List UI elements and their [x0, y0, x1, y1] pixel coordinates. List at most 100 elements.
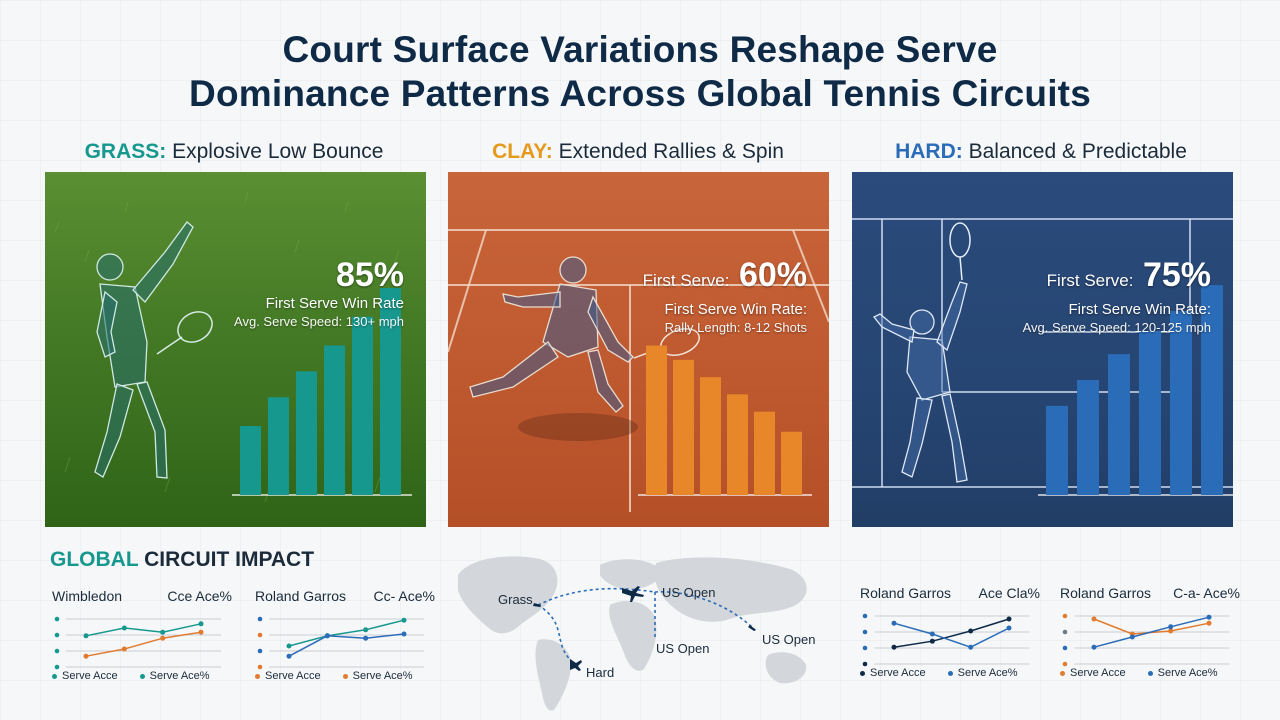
- legend-item: Serve Acce: [860, 667, 926, 679]
- mini-chart-title-left: Roland Garros: [860, 585, 952, 601]
- mini-series-point: [1168, 624, 1174, 630]
- world-map: Grass US Open US Open US Open Hard: [450, 545, 830, 715]
- mini-axis-dot: [1062, 613, 1068, 619]
- mini-series-point: [1206, 620, 1212, 626]
- mini-series-point: [363, 627, 369, 633]
- clay-stat-value: 60%: [738, 256, 807, 294]
- mini-series-line-1: [288, 619, 405, 647]
- mini-chart-title-right: Ace Cla%: [978, 585, 1040, 601]
- mini-chart-title-left: Roland Garros: [1060, 585, 1152, 601]
- mini-axis-dot: [54, 648, 60, 654]
- hard-bar-4: [1139, 331, 1161, 495]
- clay-stat-line2: Rally Length: 8-12 Shots: [664, 320, 807, 335]
- mini-chart-roland-garros-3: Roland Garros C-a- Ace% Serve Acce Serve …: [1060, 585, 1240, 695]
- mini-series-point: [160, 635, 166, 641]
- grass-bar-4: [324, 345, 345, 495]
- grass-stat-line2: Avg. Serve Speed: 130+ mph: [234, 314, 404, 329]
- mini-chart-title-right: Cce Ace%: [167, 588, 232, 604]
- world-map-icon: [458, 556, 807, 711]
- mini-series-point: [121, 625, 127, 631]
- legend-dot: [947, 670, 953, 676]
- legend-label: Serve Acce: [870, 667, 926, 679]
- global-impact-title: GLOBAL CIRCUIT IMPACT: [50, 548, 314, 572]
- mini-series-point: [891, 644, 897, 650]
- mini-series-point: [1091, 644, 1097, 650]
- grass-bar-5: [352, 316, 373, 495]
- hard-tagline: Balanced & Predictable: [968, 140, 1187, 163]
- mini-chart-roland-garros-1: Roland Garros Cc- Ace% Serve Acce Serve A…: [255, 588, 435, 698]
- legend-label: Serve Acce: [1070, 667, 1126, 679]
- grass-stat-value: 85%: [335, 256, 404, 294]
- impact-title-accent: GLOBAL: [50, 548, 139, 571]
- mini-chart-title-right: Cc- Ace%: [373, 588, 435, 604]
- hard-heading: HARD: Balanced & Predictable: [841, 140, 1241, 164]
- hard-bar-5: [1170, 311, 1192, 495]
- impact-title-rest: CIRCUIT IMPACT: [144, 548, 315, 571]
- mini-series-point: [286, 643, 292, 649]
- legend-item: Serve Acce: [52, 670, 118, 682]
- clay-surface-label: CLAY:: [492, 140, 553, 163]
- grass-surface-label: GRASS:: [84, 140, 167, 163]
- mini-series-point: [83, 633, 89, 639]
- grass-heading: GRASS: Explosive Low Bounce: [34, 140, 434, 164]
- clay-bar-chart: [638, 345, 812, 496]
- grass-bar-chart: [232, 288, 412, 496]
- mini-series-point: [891, 620, 897, 626]
- grass-bar-1: [240, 426, 261, 495]
- mini-series-line-1: [85, 623, 202, 637]
- clay-bar-1: [646, 345, 667, 495]
- hard-panel: First Serve: 75% First Serve Win Rate: A…: [852, 172, 1233, 527]
- mini-series-point: [83, 653, 89, 659]
- legend-label: Serve Acce: [265, 670, 321, 682]
- tennis-player-sliding-icon: [469, 256, 700, 441]
- tennis-player-overhead-icon: [872, 222, 971, 483]
- mini-axis-dot: [54, 616, 60, 622]
- mini-chart-title-right: C-a- Ace%: [1173, 585, 1240, 601]
- hard-bar-6: [1201, 285, 1223, 495]
- clay-stat-line1: First Serve Win Rate:: [664, 301, 807, 318]
- hard-bar-1: [1046, 405, 1068, 495]
- mini-line-chart: [257, 616, 424, 670]
- legend-dot: [1060, 670, 1065, 676]
- legend-label: Serve Ace%: [149, 670, 210, 682]
- hard-stat-value: 75%: [1142, 256, 1211, 294]
- legend-item: Serve Ace%: [1147, 667, 1218, 679]
- hard-stat: First Serve: 75% First Serve Win Rate: A…: [1023, 256, 1211, 337]
- hard-surface-label: HARD:: [895, 140, 963, 163]
- mini-axis-dot: [257, 616, 263, 622]
- mini-axis-dot: [54, 632, 60, 638]
- mini-axis-dot: [1062, 645, 1068, 651]
- legend-label: Serve Ace%: [957, 667, 1018, 679]
- legend-item: Serve Acce: [1060, 667, 1126, 679]
- mini-chart-title-left: Wimbledon: [52, 588, 123, 604]
- mini-series-point: [968, 644, 974, 650]
- legend-dot: [255, 673, 260, 679]
- map-label-us-open-2: US Open: [762, 632, 816, 647]
- hard-bar-2: [1077, 380, 1099, 495]
- grass-panel: 85% First Serve Win Rate Avg. Serve Spee…: [45, 172, 426, 527]
- airplane-icon: [533, 586, 756, 671]
- mini-series-line-2: [288, 633, 405, 657]
- mini-series-point: [1091, 616, 1097, 622]
- mini-chart-legend: Serve Acce Serve Ace%: [52, 670, 232, 682]
- clay-bar-5: [754, 411, 775, 495]
- mini-axis-dot: [862, 661, 868, 667]
- mini-series-line-2: [85, 631, 202, 657]
- mini-series-point: [1168, 628, 1174, 634]
- map-label-grass: Grass: [498, 592, 533, 607]
- mini-axis-dot: [257, 632, 263, 638]
- mini-series-point: [121, 646, 127, 652]
- hard-stat-line2: Avg. Serve Speed: 120-125 mph: [1022, 320, 1211, 335]
- clay-bar-2: [673, 359, 694, 495]
- mini-axis-dot: [54, 664, 60, 670]
- title-line-1: Court Surface Variations Reshape Serve: [282, 29, 998, 70]
- mini-axis-dot: [862, 613, 868, 619]
- clay-tagline: Extended Rallies & Spin: [558, 140, 784, 163]
- grass-bar-2: [268, 397, 289, 495]
- clay-bar-6: [781, 431, 802, 495]
- mini-series-point: [401, 631, 407, 637]
- mini-series-point: [968, 628, 974, 634]
- legend-dot: [860, 670, 865, 676]
- mini-series-point: [363, 635, 369, 641]
- mini-series-line-2: [893, 622, 1010, 649]
